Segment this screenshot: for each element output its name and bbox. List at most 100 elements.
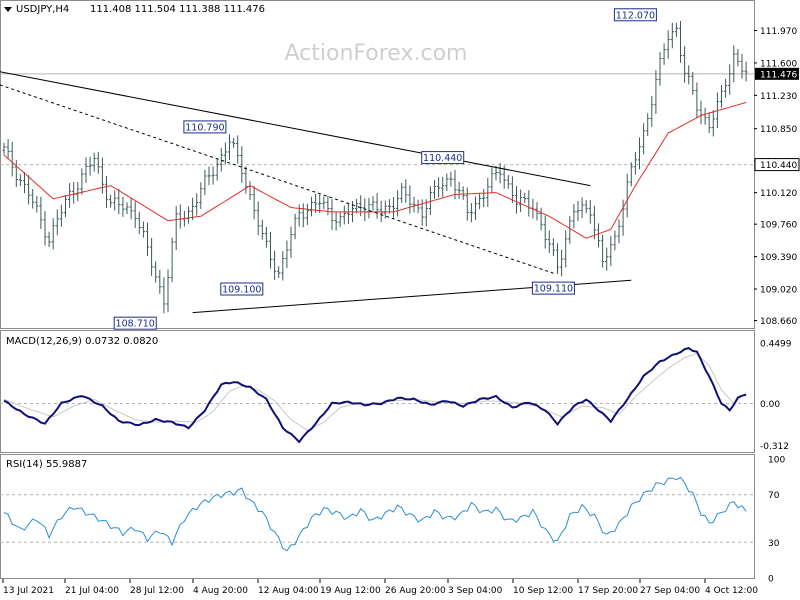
macd-y-axis: 0.4499 0.00 -0.312 — [760, 339, 792, 452]
price-bar — [674, 22, 678, 37]
price-bar — [150, 238, 154, 276]
price-bar — [215, 158, 219, 181]
price-bar — [691, 72, 695, 95]
price-bar — [588, 199, 592, 224]
price-annotation-label: 108.710 — [116, 319, 155, 330]
price-bar — [580, 197, 584, 219]
watermark: ActionForex.com — [285, 41, 468, 66]
price-bar — [428, 186, 432, 215]
price-bar — [650, 96, 654, 128]
price-bar — [670, 22, 674, 49]
price-bar — [637, 137, 642, 170]
price-bar — [473, 196, 478, 221]
price-bar — [2, 142, 6, 155]
price-bar — [555, 243, 560, 274]
price-bar — [642, 123, 646, 155]
price-bar — [236, 135, 240, 164]
rsi-panel-frame — [0, 454, 755, 579]
price-annotation-box — [613, 8, 657, 22]
price-bar — [441, 176, 445, 197]
price-bar — [63, 194, 68, 218]
rsi-y-tick-label: 0 — [768, 575, 774, 585]
price-bar — [724, 78, 728, 98]
price-bar — [117, 188, 121, 215]
price-bar — [145, 222, 150, 257]
macd-panel-frame — [0, 330, 755, 453]
price-bar — [133, 201, 137, 228]
macd-y-tick-label: 0.00 — [760, 400, 780, 410]
price-bar — [330, 199, 334, 230]
price-bar — [47, 231, 51, 248]
y-tick-label: 111.600 — [760, 59, 797, 69]
x-tick-label: 13 Jul 2021 — [3, 586, 54, 596]
price-bar — [687, 65, 691, 85]
price-bar — [609, 235, 613, 266]
price-bar — [55, 209, 59, 236]
price-bar — [646, 113, 650, 136]
price-bar — [277, 266, 281, 279]
price-bar — [211, 166, 215, 185]
price-bar — [605, 247, 609, 271]
rsi-y-tick-label: 100 — [768, 456, 785, 466]
price-bar — [121, 196, 125, 217]
price-bar — [740, 53, 744, 79]
x-tick-label: 27 Sep 04:00 — [640, 586, 700, 596]
price-bar — [728, 64, 732, 95]
price-bar — [338, 211, 342, 227]
rsi-label: RSI(14) 55.9887 — [6, 459, 87, 470]
macd-indicator — [0, 347, 754, 444]
price-bar — [84, 157, 88, 184]
price-bar — [301, 203, 305, 228]
price-bar — [18, 174, 22, 187]
price-bar — [695, 82, 699, 119]
price-bar — [601, 234, 605, 268]
rsi-line — [3, 476, 747, 552]
price-bar — [240, 146, 244, 183]
price-bar — [129, 198, 133, 220]
price-bar — [437, 177, 441, 198]
y-tick-label: 109.760 — [760, 221, 797, 231]
collapse-triangle-icon[interactable] — [4, 7, 12, 12]
price-bar — [273, 250, 277, 280]
y-tick-label: 108.660 — [760, 317, 797, 327]
price-annotation-label: 112.070 — [616, 10, 655, 21]
price-bar — [51, 218, 55, 250]
price-bar — [289, 226, 293, 258]
current-price-label: 111.476 — [760, 70, 797, 80]
price-bar — [35, 195, 39, 213]
price-bar — [88, 156, 92, 176]
price-bar — [375, 193, 379, 219]
y-tick-label: 111.230 — [760, 92, 797, 102]
price-bar — [92, 152, 96, 172]
price-bar — [514, 186, 519, 214]
price-bar — [223, 142, 227, 165]
price-bar — [355, 198, 359, 214]
price-bar — [281, 251, 285, 281]
price-bar — [432, 180, 437, 199]
price-annotation-label: 109.110 — [534, 284, 573, 295]
price-bar — [396, 190, 400, 217]
price-bar — [158, 269, 162, 294]
price-bar — [621, 199, 625, 236]
price-bar — [408, 185, 412, 214]
level-tag-label: 110.440 — [760, 161, 797, 171]
x-tick-label: 26 Aug 20:00 — [385, 586, 446, 596]
price-bar — [170, 237, 174, 283]
macd-label: MACD(12,26,9) 0.0732 0.0820 — [6, 336, 158, 347]
price-bar — [576, 201, 580, 222]
ohlc-label: 111.408 111.504 111.388 111.476 — [90, 4, 265, 15]
price-annotation-box — [220, 282, 264, 296]
price-bar — [318, 194, 322, 213]
rsi-y-axis: 100 70 30 0 — [768, 456, 785, 585]
symbol-label: USDJPY,H4 — [16, 4, 69, 15]
price-bar — [162, 277, 166, 314]
price-annotations: 110.790 109.100 108.710 110.440 109.110 112.0… — [113, 8, 657, 330]
price-bar — [43, 211, 47, 246]
price-bar — [203, 169, 207, 195]
price-bar — [154, 261, 158, 283]
price-bar — [613, 230, 617, 251]
price-bar — [334, 212, 338, 231]
price-bar — [469, 203, 473, 223]
price-bar — [617, 219, 621, 244]
